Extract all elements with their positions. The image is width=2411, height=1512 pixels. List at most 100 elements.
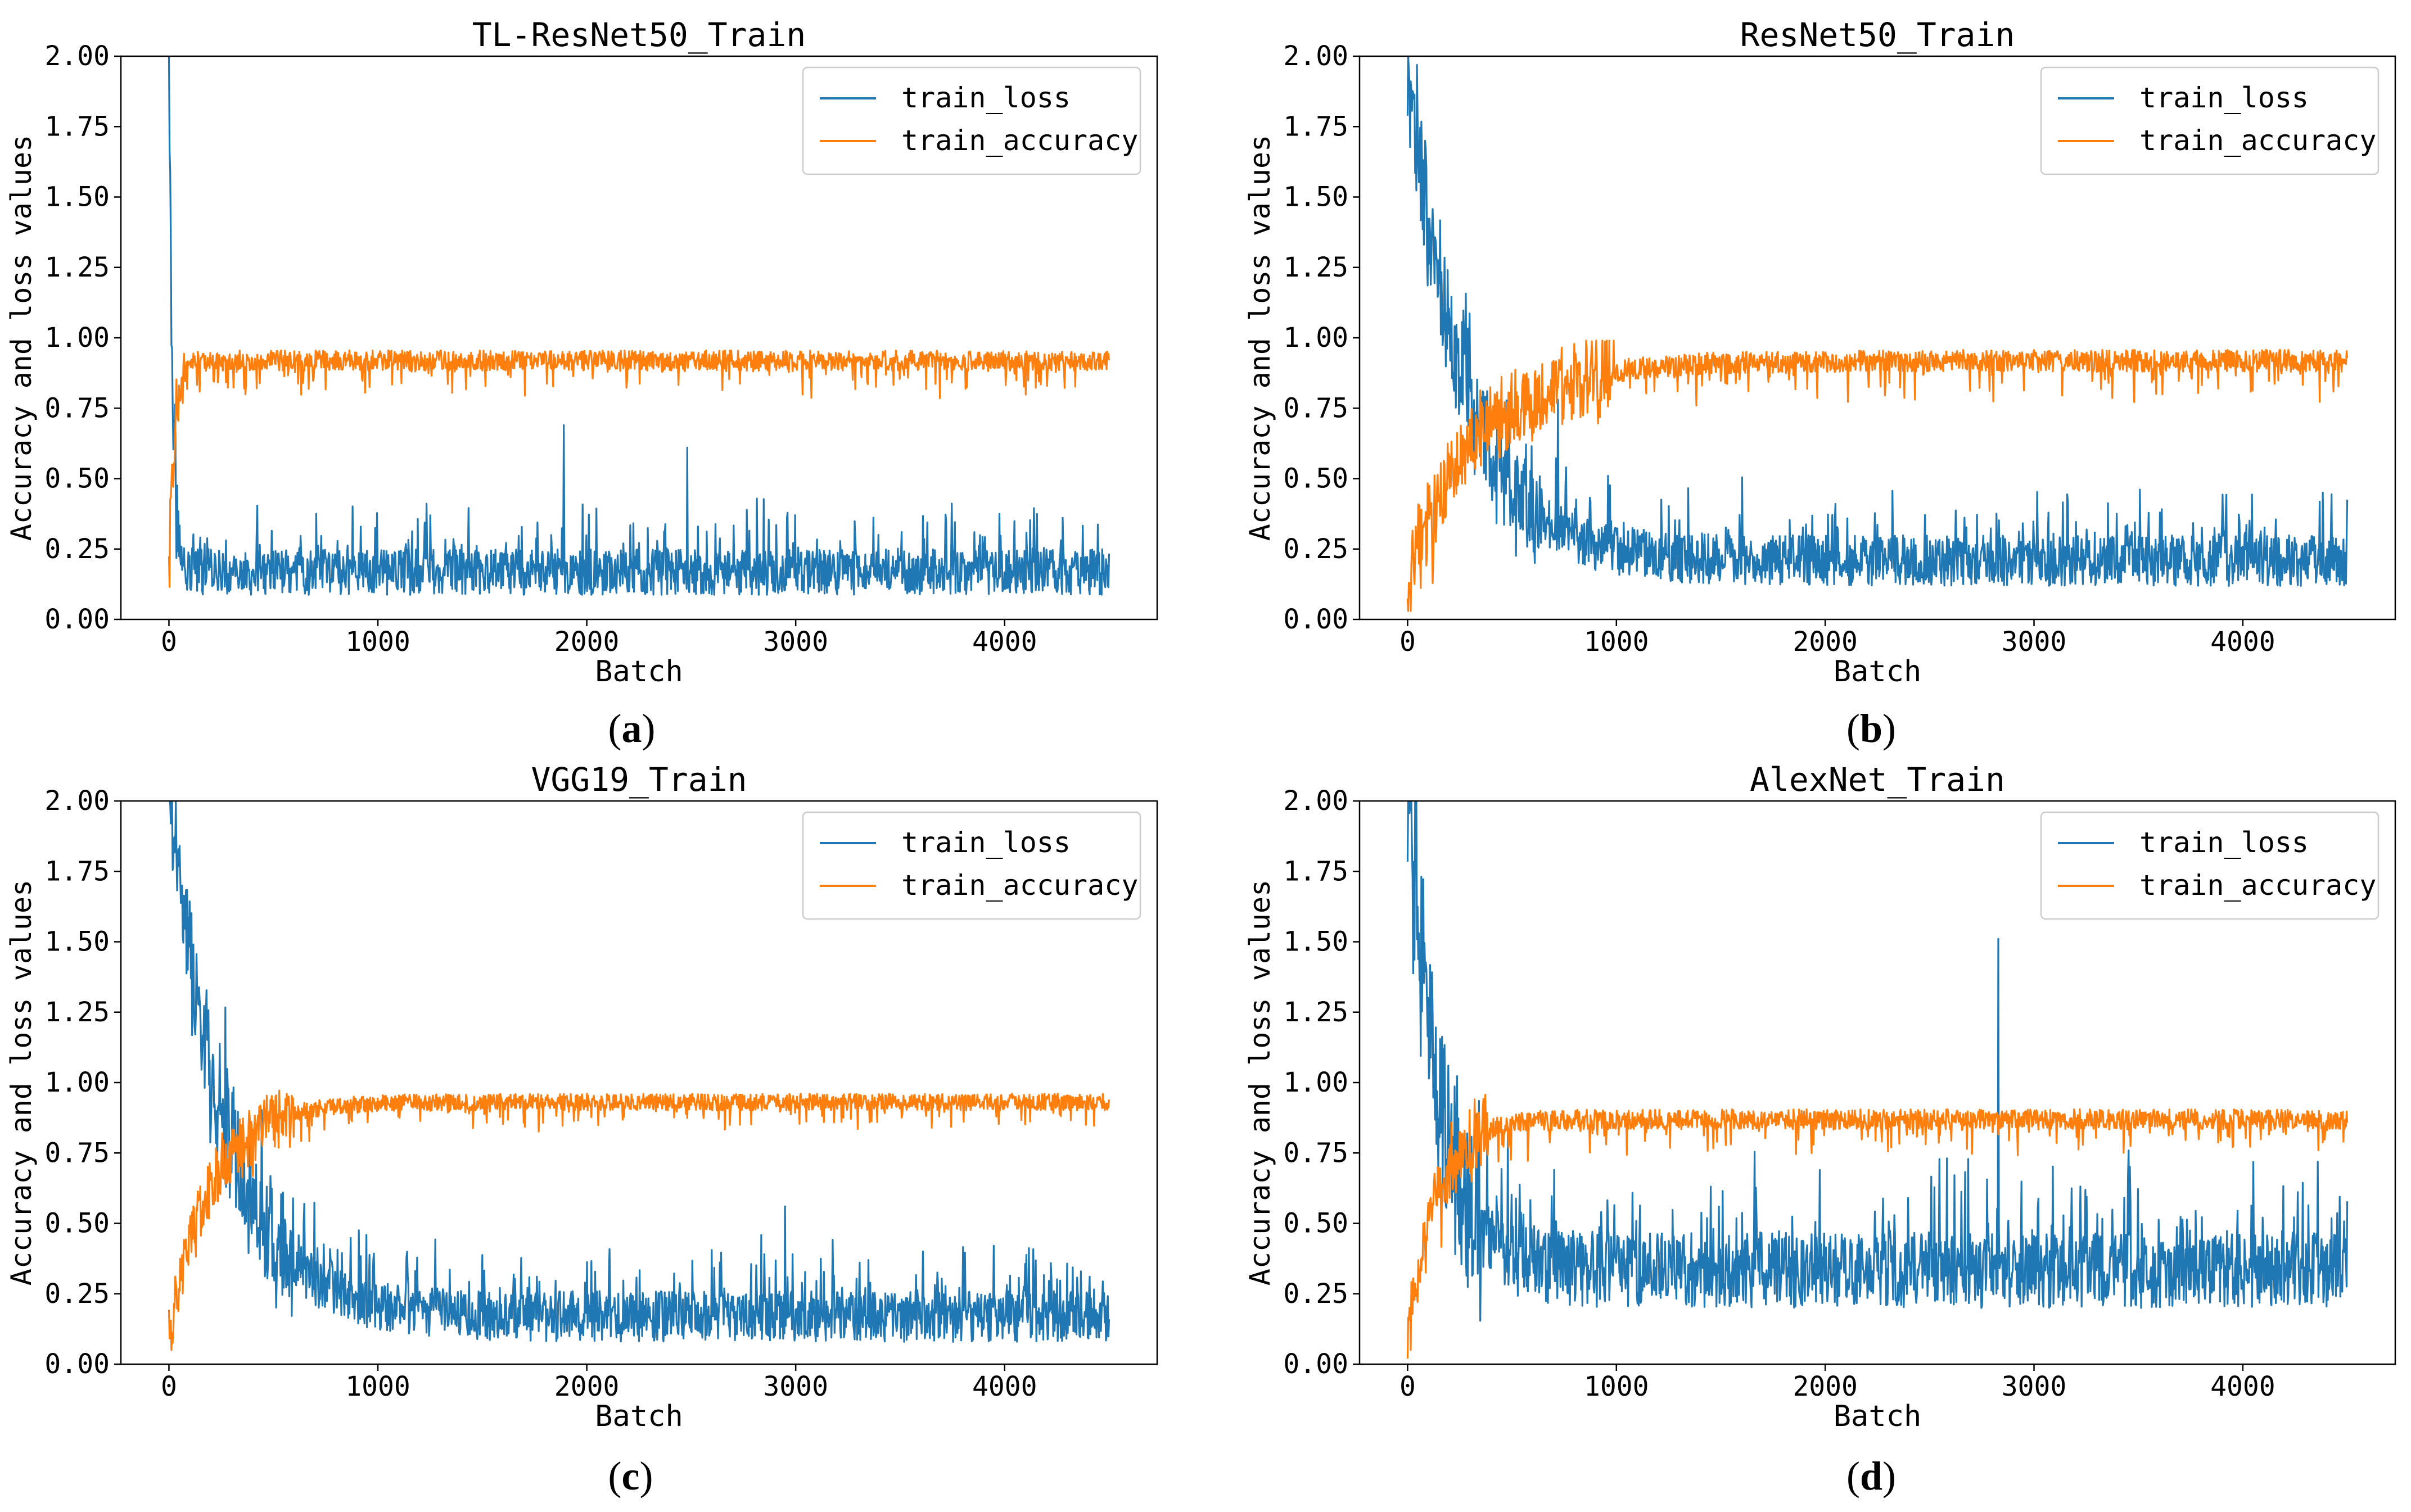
y-tick-label: 0.75 — [1283, 1137, 1348, 1169]
y-tick-label: 1.00 — [1283, 1067, 1348, 1098]
panel-caption: (a) — [608, 706, 656, 751]
y-tick-label: 0.25 — [44, 1278, 110, 1310]
legend-label-train-loss: train_loss — [2139, 82, 2309, 114]
legend-box — [802, 66, 1141, 175]
series-line-train-accuracy — [168, 349, 1110, 588]
y-tick-label: 0.50 — [44, 463, 110, 495]
y-tick-label: 0.75 — [44, 392, 110, 424]
y-tick-label: 1.25 — [44, 252, 110, 283]
y-tick-label: 2.00 — [1283, 785, 1348, 817]
y-tick-label: 1.25 — [1283, 252, 1348, 283]
x-tick-label: 0 — [161, 1371, 177, 1402]
legend: train_loss train_accuracy — [2040, 66, 2380, 175]
y-tick-label: 1.50 — [1283, 182, 1348, 213]
panel-caption: (b) — [1846, 706, 1896, 751]
y-tick-label: 0.50 — [44, 1208, 110, 1239]
x-tick-label: 2000 — [1793, 626, 1858, 658]
x-tick-label: 4000 — [972, 626, 1037, 658]
y-tick-label: 0.50 — [1283, 1208, 1348, 1239]
plot-area-d — [1406, 801, 2349, 1359]
x-tick-label: 3000 — [763, 626, 828, 658]
x-axis-label: Batch — [595, 655, 683, 689]
chart-panel-b: 0.00 0.25 0.50 0.75 1.00 1.25 1.50 1.75 2.00 0 100… — [1244, 16, 2396, 751]
series-line-train-loss — [169, 801, 1110, 1343]
panel-caption: (c) — [608, 1454, 653, 1499]
x-axis-label: Batch — [1834, 1400, 1922, 1433]
y-axis-label: Accuracy and loss values — [1244, 880, 1276, 1285]
chart-title: AlexNet_Train — [1750, 760, 2005, 799]
series-line-train-accuracy — [1406, 1094, 2349, 1359]
series-line-train-accuracy — [1406, 339, 2349, 612]
x-axis-label: Batch — [1834, 655, 1922, 689]
y-tick-label: 1.00 — [1283, 322, 1348, 354]
y-tick-label: 1.25 — [44, 997, 110, 1028]
chart-panel-c: 0.00 0.25 0.50 0.75 1.00 1.25 1.50 1.75 2.00 0 100… — [5, 760, 1158, 1499]
x-tick-label: 0 — [161, 626, 177, 658]
y-axis-label: Accuracy and loss values — [1244, 135, 1276, 541]
y-tick-label: 1.00 — [44, 1067, 110, 1098]
y-tick-label: 0.75 — [44, 1137, 110, 1169]
y-axis-label: Accuracy and loss values — [5, 135, 38, 541]
legend-label-train-accuracy: train_accuracy — [901, 124, 1138, 157]
legend-label-train-accuracy: train_accuracy — [901, 869, 1138, 902]
y-tick-label: 0.25 — [1283, 533, 1348, 565]
x-tick-label: 2000 — [554, 626, 620, 658]
series-line-train-loss — [168, 56, 1110, 596]
plot-area-b — [1406, 56, 2349, 612]
y-tick-label: 1.75 — [44, 855, 110, 887]
chart-title: VGG19_Train — [531, 760, 747, 799]
legend: train_loss train_accuracy — [2040, 811, 2380, 920]
legend-box — [2040, 811, 2380, 920]
legend: train_loss train_accuracy — [802, 66, 1141, 175]
caption-letter: a — [621, 706, 642, 751]
legend: train_loss train_accuracy — [802, 811, 1141, 920]
x-tick-label: 3000 — [2002, 626, 2067, 658]
x-tick-label: 4000 — [2210, 1371, 2275, 1402]
x-tick-label: 3000 — [2002, 1371, 2067, 1402]
x-tick-label: 4000 — [972, 1371, 1037, 1402]
x-tick-label: 3000 — [763, 1371, 828, 1402]
y-tick-label: 0.25 — [1283, 1278, 1348, 1310]
caption-letter: b — [1860, 706, 1882, 751]
x-tick-label: 0 — [1399, 626, 1416, 658]
chart-panel-a: 0.00 0.25 0.50 0.75 1.00 1.25 1.50 1.75 2.00 0 100… — [5, 16, 1158, 751]
x-tick-label: 1000 — [1584, 626, 1649, 658]
panel-caption: (d) — [1846, 1454, 1896, 1499]
series-line-train-loss — [1406, 56, 2349, 587]
y-tick-label: 2.00 — [1283, 40, 1348, 72]
legend-box — [2040, 66, 2380, 175]
y-tick-label: 0.00 — [1283, 604, 1348, 635]
y-tick-label: 1.50 — [44, 182, 110, 213]
y-tick-label: 1.75 — [1283, 855, 1348, 887]
y-tick-label: 0.50 — [1283, 463, 1348, 495]
legend-label-train-accuracy: train_accuracy — [2139, 124, 2376, 157]
legend-label-train-loss: train_loss — [901, 82, 1071, 114]
y-tick-label: 2.00 — [44, 785, 110, 817]
x-tick-label: 2000 — [1793, 1371, 1858, 1402]
x-tick-label: 1000 — [1584, 1371, 1649, 1402]
plot-area-c — [168, 801, 1110, 1351]
legend-label-train-loss: train_loss — [901, 826, 1071, 859]
x-axis-label: Batch — [595, 1400, 683, 1433]
legend-box — [802, 811, 1141, 920]
x-tick-label: 1000 — [345, 1371, 410, 1402]
x-tick-label: 1000 — [345, 626, 410, 658]
y-tick-label: 1.75 — [44, 111, 110, 142]
x-tick-label: 4000 — [2210, 626, 2275, 658]
y-tick-label: 1.50 — [1283, 926, 1348, 958]
y-tick-label: 0.25 — [44, 533, 110, 565]
x-tick-label: 2000 — [554, 1371, 620, 1402]
chart-title: ResNet50_Train — [1740, 16, 2015, 54]
y-tick-label: 1.00 — [44, 322, 110, 354]
series-line-train-loss — [1406, 801, 2349, 1322]
y-tick-label: 0.00 — [1283, 1348, 1348, 1380]
legend-label-train-accuracy: train_accuracy — [2139, 869, 2376, 902]
y-axis-label: Accuracy and loss values — [5, 880, 38, 1285]
y-tick-label: 0.00 — [44, 1348, 110, 1380]
y-tick-label: 1.25 — [1283, 997, 1348, 1028]
chart-title: TL-ResNet50_Train — [472, 16, 806, 54]
y-tick-label: 1.75 — [1283, 111, 1348, 142]
y-tick-label: 0.75 — [1283, 392, 1348, 424]
caption-letter: c — [621, 1454, 639, 1499]
